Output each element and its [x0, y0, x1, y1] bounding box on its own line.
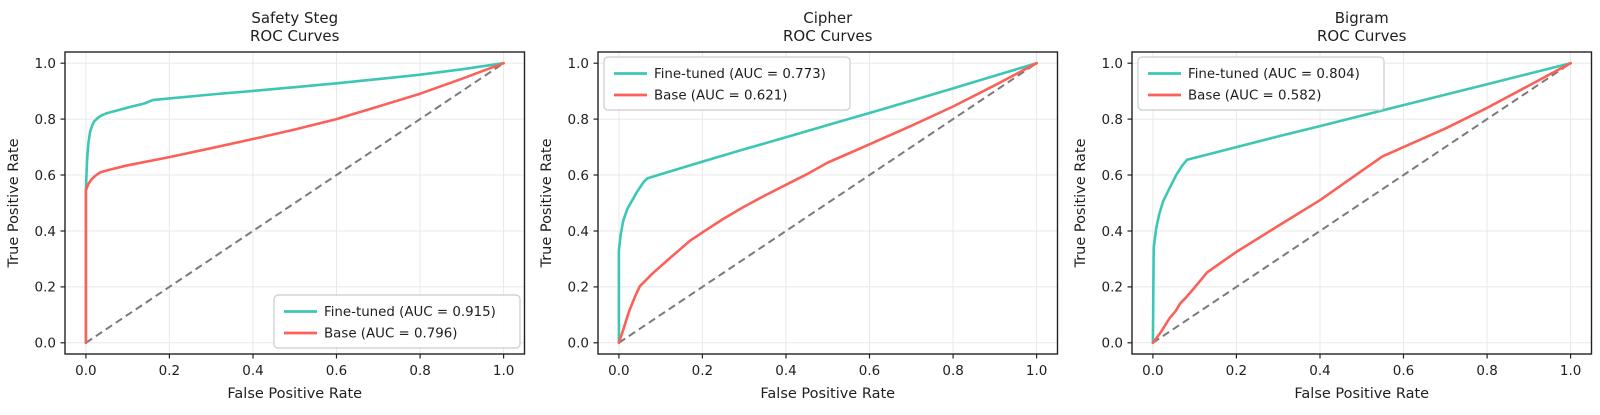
x-tick-label: 1.0 [1026, 363, 1047, 379]
legend: Fine-tuned (AUC = 0.773) Base (AUC = 0.62… [603, 56, 851, 111]
roc-plot-cipher-canvas: 0.0 0.0 0.2 0.2 0.4 0.4 0.6 0.6 0.8 0.8 1.0 1.0 Fine… [539, 9, 1059, 402]
y-tick-label: 0.0 [568, 336, 589, 352]
y-tick-label: 0.2 [1101, 280, 1122, 296]
y-tick-label: 0.4 [35, 224, 56, 240]
y-tick-label: 0.2 [35, 280, 56, 296]
x-tick-label: 0.8 [1476, 363, 1497, 379]
axes-frame [597, 51, 1059, 355]
roc-curve-base [617, 61, 1039, 345]
plot-title-line2: ROC Curves [250, 27, 340, 45]
y-axis-label: True Positive Rate [6, 138, 22, 268]
legend-label-fine-tuned: Fine-tuned (AUC = 0.915) [324, 305, 496, 320]
x-tick-label: 0.2 [692, 363, 713, 379]
axis-ticks: 0.0 0.0 0.2 0.2 0.4 0.4 0.6 0.6 0.8 0.8 1.0 1.0 [35, 56, 515, 379]
y-tick-label: 0.4 [568, 224, 589, 240]
plot-title-line2: ROC Curves [1317, 27, 1407, 45]
y-axis-label: True Positive Rate [1073, 138, 1089, 268]
roc-plot-bigram: 0.0 0.0 0.2 0.2 0.4 0.4 0.6 0.6 0.8 0.8 1.0 1.0 Fine… [1067, 0, 1600, 415]
y-tick-label: 1.0 [1101, 56, 1122, 72]
y-tick-label: 1.0 [35, 56, 56, 72]
x-tick-label: 0.4 [776, 363, 797, 379]
roc-curve-fine-tuned [84, 61, 505, 345]
plot-title-line1: Cipher [804, 9, 854, 27]
grid-lines [598, 52, 1058, 354]
y-tick-label: 0.8 [568, 112, 589, 128]
grid-lines [64, 52, 525, 354]
roc-plot-safety-steg-canvas: 0.0 0.0 0.2 0.2 0.4 0.4 0.6 0.6 0.8 0.8 1.0 1.0 Fine… [6, 9, 526, 402]
plot-title-line2: ROC Curves [783, 27, 873, 45]
legend-frame [603, 56, 851, 111]
x-axis-label: False Positive Rate [1294, 386, 1429, 402]
roc-curve-fine-tuned [617, 61, 1039, 345]
y-tick-label: 0.0 [35, 336, 56, 352]
legend-label-base: Base (AUC = 0.621) [654, 89, 788, 104]
x-tick-label: 0.6 [326, 363, 347, 379]
x-tick-label: 0.0 [1142, 363, 1163, 379]
legend: Fine-tuned (AUC = 0.804) Base (AUC = 0.58… [1137, 56, 1385, 111]
plot-title-line1: Safety Steg [251, 9, 338, 27]
roc-curve-base [1151, 61, 1572, 345]
x-tick-label: 0.8 [943, 363, 964, 379]
x-tick-label: 0.6 [859, 363, 880, 379]
roc-plot-safety-steg: 0.0 0.0 0.2 0.2 0.4 0.4 0.6 0.6 0.8 0.8 1.0 1.0 Fine… [0, 0, 533, 415]
legend-frame [273, 294, 521, 349]
y-tick-label: 0.2 [568, 280, 589, 296]
y-tick-label: 0.6 [35, 168, 56, 184]
x-tick-label: 0.8 [409, 363, 430, 379]
x-tick-label: 0.2 [1225, 363, 1246, 379]
axis-ticks: 0.0 0.0 0.2 0.2 0.4 0.4 0.6 0.6 0.8 0.8 1.0 1.0 [1101, 56, 1581, 379]
legend-label-fine-tuned: Fine-tuned (AUC = 0.773) [654, 67, 826, 82]
legend-label-fine-tuned: Fine-tuned (AUC = 0.804) [1188, 67, 1360, 82]
y-tick-label: 0.0 [1101, 336, 1122, 352]
x-tick-label: 0.0 [75, 363, 96, 379]
x-tick-label: 0.0 [609, 363, 630, 379]
x-axis-label: False Positive Rate [761, 386, 896, 402]
axis-ticks: 0.0 0.0 0.2 0.2 0.4 0.4 0.6 0.6 0.8 0.8 1.0 1.0 [568, 56, 1048, 379]
roc-plot-cipher: 0.0 0.0 0.2 0.2 0.4 0.4 0.6 0.6 0.8 0.8 1.0 1.0 Fine… [533, 0, 1066, 415]
roc-curve-base [84, 61, 505, 345]
x-tick-label: 0.4 [1309, 363, 1330, 379]
roc-curve-fine-tuned [1151, 61, 1572, 345]
axes-frame [1130, 51, 1592, 355]
x-tick-label: 1.0 [493, 363, 514, 379]
legend-label-base: Base (AUC = 0.582) [1188, 89, 1322, 104]
y-tick-label: 0.8 [35, 112, 56, 128]
y-tick-label: 0.4 [1101, 224, 1122, 240]
x-tick-label: 0.4 [242, 363, 263, 379]
y-axis-label: True Positive Rate [539, 138, 555, 268]
x-tick-label: 0.2 [159, 363, 180, 379]
legend-frame [1137, 56, 1385, 111]
legend: Fine-tuned (AUC = 0.915) Base (AUC = 0.79… [273, 294, 521, 349]
y-tick-label: 1.0 [568, 56, 589, 72]
axes-frame [64, 51, 526, 355]
x-axis-label: False Positive Rate [227, 386, 362, 402]
roc-plot-bigram-canvas: 0.0 0.0 0.2 0.2 0.4 0.4 0.6 0.6 0.8 0.8 1.0 1.0 Fine… [1073, 9, 1592, 402]
x-tick-label: 0.6 [1392, 363, 1413, 379]
x-tick-label: 1.0 [1560, 363, 1581, 379]
y-tick-label: 0.8 [1101, 112, 1122, 128]
y-tick-label: 0.6 [568, 168, 589, 184]
plot-title-line1: Bigram [1334, 9, 1388, 27]
y-tick-label: 0.6 [1101, 168, 1122, 184]
legend-label-base: Base (AUC = 0.796) [324, 327, 458, 342]
